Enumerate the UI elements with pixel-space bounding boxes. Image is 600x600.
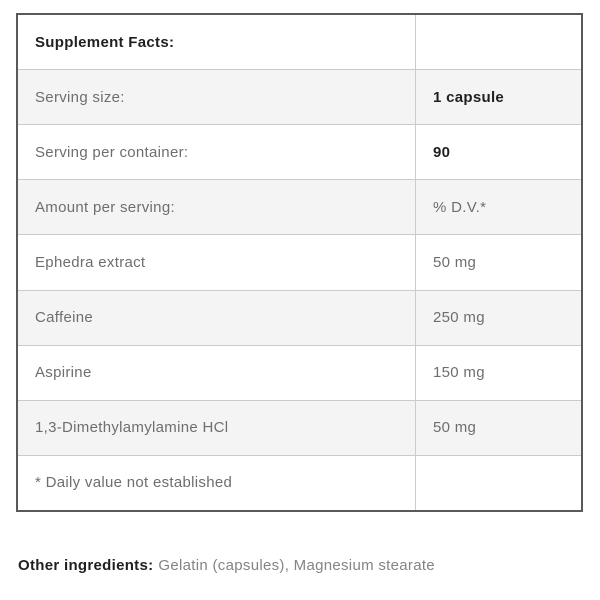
table-header-value-cell [415,15,581,70]
table-title: Supplement Facts: [35,33,175,51]
row-label: Caffeine [35,309,93,327]
row-label: Serving per container: [35,143,189,161]
table-row-daily-value-footnote: * Daily value not established [18,454,581,510]
row-label: 1,3-Dimethylamylamine HCl [35,419,229,437]
row-value: 150 mg [415,345,581,400]
row-value: 1 capsule [415,70,581,125]
row-value: 50 mg [415,400,581,455]
footnote-text: * Daily value not established [35,474,233,492]
table-row-serving-per-container: Serving per container: 90 [18,124,581,180]
supplement-facts-table: Supplement Facts: Serving size: 1 capsul… [16,13,583,512]
row-value: 250 mg [415,290,581,345]
table-row-amount-per-serving: Amount per serving: % D.V.* [18,179,581,235]
row-label: Amount per serving: [35,198,175,216]
table-row-ephedra-extract: Ephedra extract 50 mg [18,234,581,290]
other-ingredients-label: Other ingredients: [18,557,154,574]
other-ingredients-line: Other ingredients: Gelatin (capsules), Ma… [18,557,435,574]
footnote-value-cell [415,455,581,510]
row-value: 50 mg [415,235,581,290]
table-row-caffeine: Caffeine 250 mg [18,289,581,345]
row-label: Serving size: [35,88,125,106]
row-label: Aspirine [35,364,92,382]
table-header-row: Supplement Facts: [18,15,581,70]
table-row-aspirine: Aspirine 150 mg [18,344,581,400]
row-value: 90 [415,125,581,180]
table-row-dimethylamylamine: 1,3-Dimethylamylamine HCl 50 mg [18,399,581,455]
table-row-serving-size: Serving size: 1 capsule [18,69,581,125]
row-value: % D.V.* [415,180,581,235]
other-ingredients-value: Gelatin (capsules), Magnesium stearate [158,557,435,574]
row-label: Ephedra extract [35,253,146,271]
